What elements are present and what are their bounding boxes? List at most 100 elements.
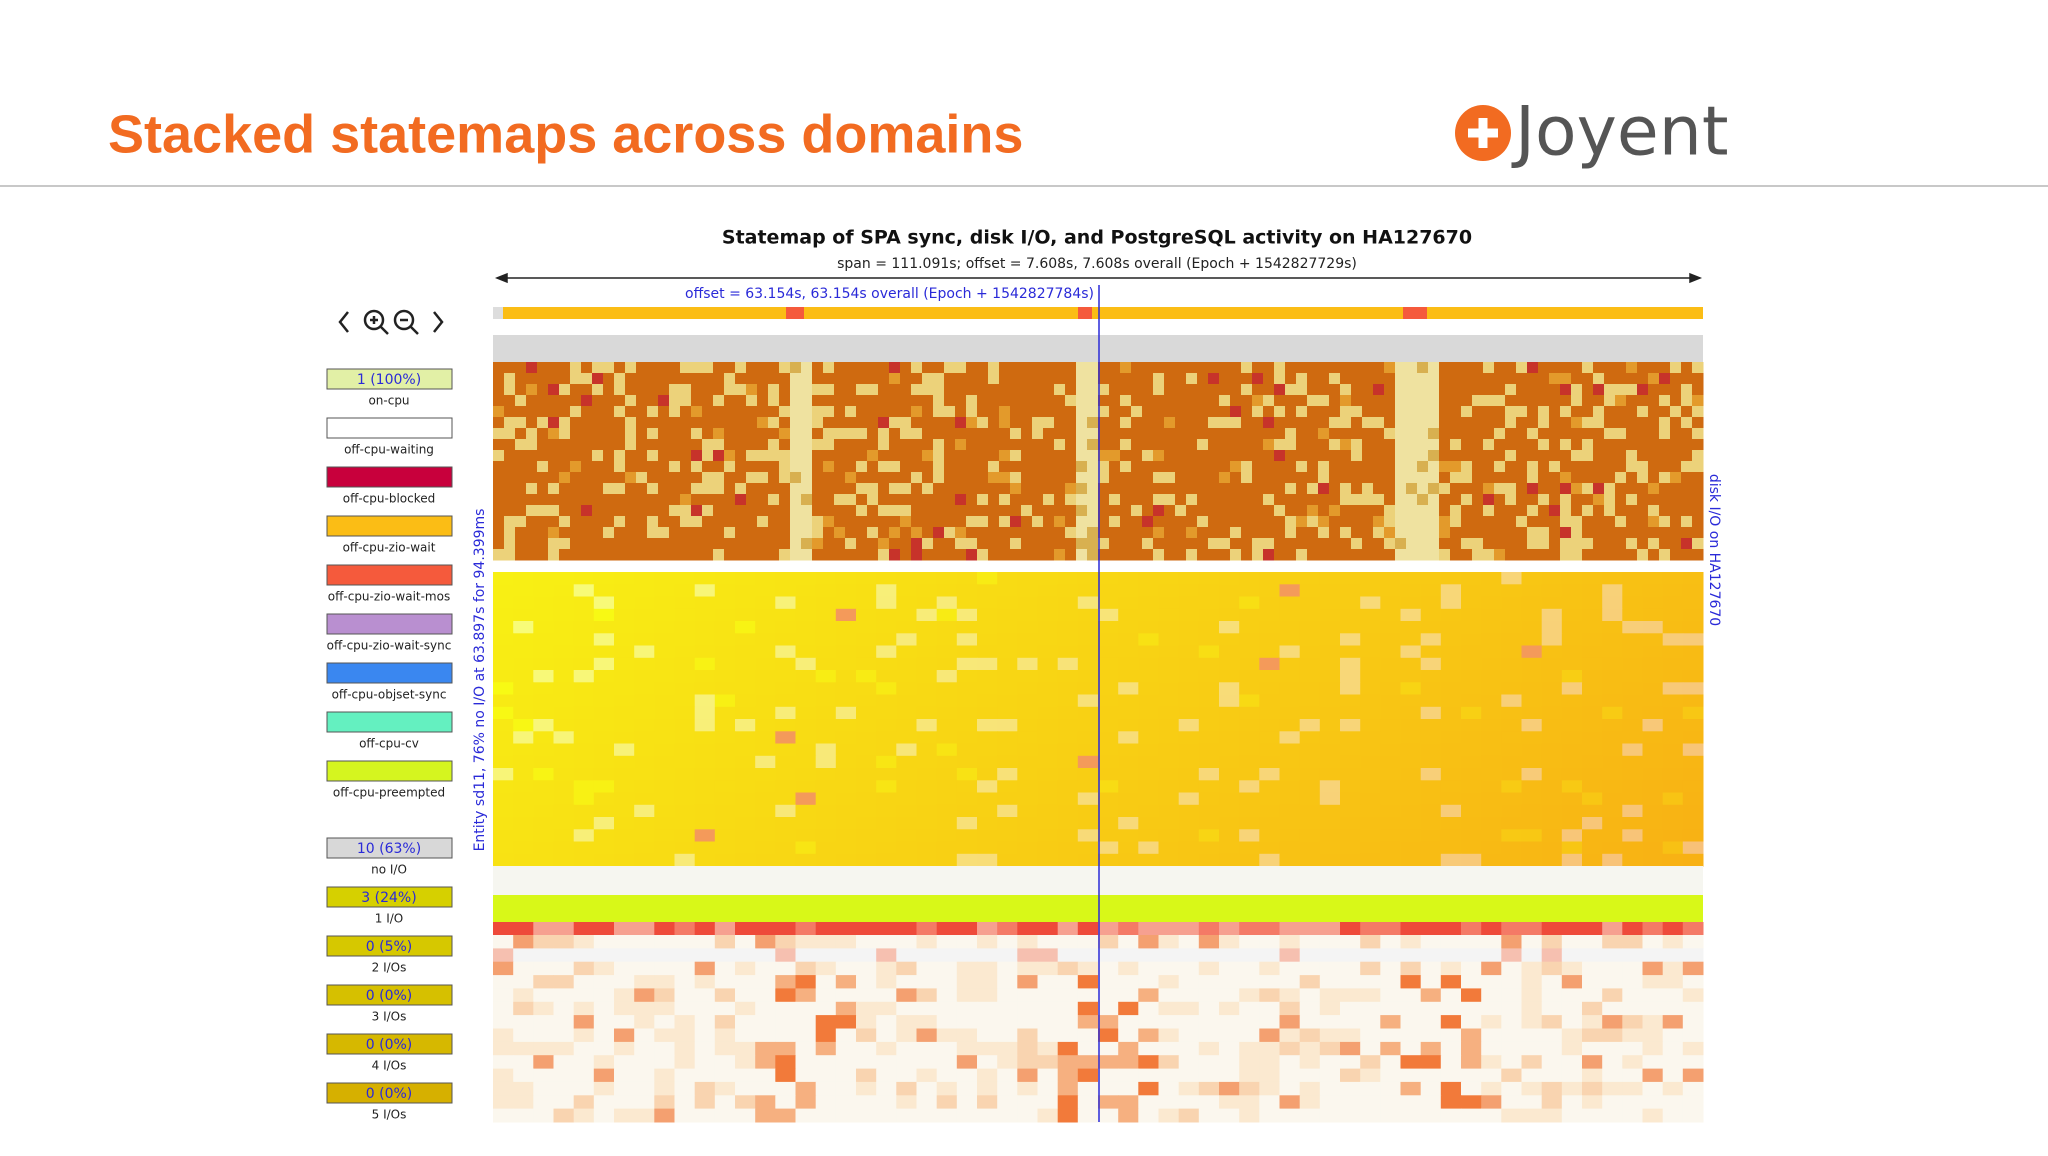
heat-cell	[795, 792, 817, 806]
heat-cell	[1417, 362, 1429, 374]
heat-cell	[1400, 596, 1422, 610]
heat-cell	[1241, 373, 1253, 385]
heat-cell	[1054, 384, 1066, 396]
heat-cell	[713, 472, 725, 484]
heat-cell	[911, 538, 923, 550]
heat-cell	[1400, 1068, 1422, 1083]
heat-cell	[1593, 461, 1605, 473]
heat-cell	[694, 1108, 716, 1123]
io-cell	[1037, 922, 1059, 935]
heat-cell	[1274, 494, 1286, 506]
heat-cell	[533, 584, 554, 598]
heat-cell	[1175, 549, 1187, 561]
heat-cell	[1098, 743, 1119, 757]
heat-cell	[795, 935, 817, 949]
heat-cell	[493, 1068, 514, 1083]
heat-cell	[944, 406, 956, 418]
heat-cell	[966, 472, 978, 484]
heat-cell	[1054, 406, 1066, 418]
heat-cell	[1420, 988, 1442, 1003]
heat-cell	[593, 1015, 615, 1029]
heat-cell	[1296, 472, 1308, 484]
heat-cell	[493, 1095, 514, 1110]
heat-cell	[573, 596, 595, 610]
heat-cell	[1279, 657, 1301, 671]
heat-cell	[1360, 935, 1381, 949]
heat-cell	[977, 768, 998, 781]
heat-cell	[1118, 608, 1139, 622]
heat-cell	[1178, 657, 1200, 671]
heat-cell	[1285, 362, 1297, 374]
heat-cell	[713, 406, 725, 418]
heat-cell	[735, 505, 747, 517]
heat-cell	[694, 1081, 716, 1096]
heat-cell	[634, 1055, 655, 1070]
heat-cell	[1043, 549, 1055, 561]
heat-cell	[834, 472, 846, 484]
heat-cell	[614, 1081, 635, 1096]
heat-cell	[1604, 395, 1616, 407]
heat-cell	[1198, 1095, 1220, 1110]
heat-cell	[1440, 961, 1462, 976]
heat-cell	[735, 1081, 756, 1096]
heat-cell	[966, 538, 978, 550]
heat-cell	[1505, 494, 1517, 506]
heat-cell	[1360, 633, 1381, 647]
heat-cell	[1319, 975, 1341, 989]
heat-cell	[1450, 428, 1462, 440]
heat-cell	[1662, 975, 1684, 989]
heat-cell	[1208, 483, 1220, 495]
heat-cell	[1428, 384, 1440, 396]
heat-cell	[775, 804, 796, 818]
heat-cell	[654, 621, 675, 634]
heat-cell	[1481, 633, 1502, 647]
heat-cell	[1120, 461, 1132, 473]
heat-cell	[1637, 384, 1649, 396]
heat-cell	[1604, 472, 1616, 484]
heat-cell	[1521, 1108, 1543, 1123]
heat-cell	[1505, 472, 1517, 484]
heat-cell	[1362, 384, 1374, 396]
heat-cell	[1158, 988, 1180, 1003]
heat-cell	[896, 645, 917, 659]
heat-cell	[713, 538, 725, 550]
heat-cell	[658, 395, 670, 407]
heat-cell	[1065, 527, 1077, 539]
heat-cell	[1138, 768, 1159, 781]
heat-cell	[801, 362, 813, 374]
heat-cell	[856, 417, 868, 429]
heat-cell	[1319, 596, 1341, 610]
heat-cell	[1120, 417, 1132, 429]
heat-cell	[1279, 694, 1301, 708]
heat-cell	[1615, 549, 1627, 561]
heat-cell	[713, 384, 725, 396]
heat-cell	[916, 1041, 938, 1056]
heat-cell	[1501, 572, 1522, 585]
heat-cell	[1395, 373, 1407, 385]
heat-cell	[1274, 362, 1286, 374]
heat-cell	[493, 792, 514, 806]
heat-cell	[1351, 472, 1363, 484]
heat-cell	[896, 935, 917, 949]
heat-cell	[1481, 768, 1502, 781]
heat-cell	[573, 657, 595, 671]
heat-cell	[1439, 439, 1451, 451]
heat-cell	[559, 505, 571, 517]
io-cell	[694, 922, 716, 935]
heat-cell	[1118, 1095, 1139, 1110]
heat-cell	[1299, 1108, 1321, 1123]
heat-cell	[1329, 483, 1341, 495]
heat-cell	[1501, 657, 1522, 671]
heat-cell	[1602, 817, 1623, 830]
heat-cell	[1164, 483, 1176, 495]
heat-cell	[1329, 461, 1341, 473]
heat-cell	[1299, 841, 1321, 855]
io-cell	[835, 922, 857, 935]
logo-cross	[1468, 118, 1498, 148]
heat-cell	[1131, 439, 1143, 451]
heat-cell	[1340, 657, 1361, 671]
heat-cell	[1198, 1108, 1220, 1123]
heat-cell	[713, 505, 725, 517]
heat-cell	[977, 975, 998, 989]
